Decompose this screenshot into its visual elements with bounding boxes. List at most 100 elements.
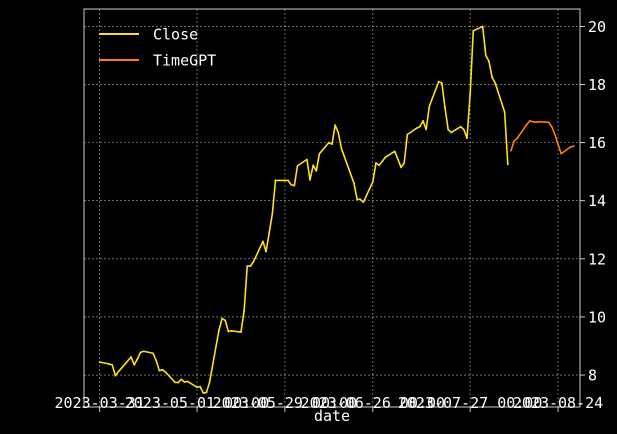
data-point-close <box>472 30 474 32</box>
data-point-close <box>438 81 440 83</box>
data-point-close <box>130 356 132 358</box>
data-point-close <box>196 386 198 388</box>
legend-label-timegpt: TimeGPT <box>153 52 216 70</box>
data-point-close <box>265 251 267 253</box>
data-point-close <box>312 164 314 166</box>
data-point-close <box>482 26 484 28</box>
data-point-close <box>331 143 333 145</box>
data-point-close <box>403 162 405 164</box>
data-point-close <box>209 381 211 383</box>
data-point-timegpt <box>510 150 512 152</box>
x-tick-label: 2023-08-24 <box>513 394 603 412</box>
data-point-close <box>334 124 336 126</box>
data-point-close <box>463 129 465 131</box>
data-point-close <box>231 330 233 332</box>
data-point-close <box>381 161 383 163</box>
data-point-close <box>99 361 101 363</box>
data-point-close <box>268 232 270 234</box>
data-point-close <box>249 265 251 267</box>
y-tick-label: 20 <box>588 18 606 36</box>
data-point-close <box>485 55 487 57</box>
data-point-close <box>184 381 186 383</box>
data-point-close <box>450 132 452 134</box>
data-point-close <box>297 165 299 167</box>
data-point-close <box>224 320 226 322</box>
data-point-close <box>416 127 418 129</box>
data-point-close <box>228 331 230 333</box>
data-point-close <box>118 371 120 373</box>
data-point-close <box>359 198 361 200</box>
data-point-close <box>218 329 220 331</box>
data-point-close <box>271 213 273 215</box>
data-point-timegpt <box>554 134 556 136</box>
data-point-close <box>406 134 408 136</box>
data-point-timegpt <box>548 121 550 123</box>
data-point-close <box>155 360 157 362</box>
data-point-close <box>152 352 154 354</box>
data-point-close <box>469 94 471 96</box>
data-point-timegpt <box>513 140 515 142</box>
data-point-close <box>108 363 110 365</box>
data-point-timegpt <box>529 120 531 122</box>
data-point-close <box>315 170 317 172</box>
data-point-close <box>425 129 427 131</box>
data-point-close <box>143 350 145 352</box>
x-axis-label: date <box>314 407 350 425</box>
data-point-close <box>422 120 424 122</box>
y-tick-label: 14 <box>588 192 606 210</box>
data-point-close <box>488 60 490 62</box>
data-point-timegpt <box>551 126 553 128</box>
data-point-close <box>221 317 223 319</box>
data-point-close <box>356 198 358 200</box>
data-point-close <box>353 182 355 184</box>
data-point-close <box>378 164 380 166</box>
data-point-close <box>275 180 277 182</box>
data-point-close <box>494 82 496 84</box>
data-point-close <box>240 331 242 333</box>
data-point-close <box>180 379 182 381</box>
data-point-close <box>341 148 343 150</box>
data-point-close <box>337 132 339 134</box>
data-point-close <box>319 153 321 155</box>
data-point-close <box>444 107 446 109</box>
y-tick-label: 8 <box>588 367 597 385</box>
data-point-close <box>136 358 138 360</box>
y-tick-label: 10 <box>588 308 606 326</box>
data-point-close <box>375 162 377 164</box>
data-point-close <box>177 382 179 384</box>
data-point-close <box>441 82 443 84</box>
data-point-close <box>293 185 295 187</box>
data-point-close <box>309 179 311 181</box>
data-point-close <box>507 164 509 166</box>
data-point-timegpt <box>538 121 540 123</box>
data-point-close <box>199 386 201 388</box>
data-point-close <box>165 371 167 373</box>
data-point-timegpt <box>532 121 534 123</box>
data-point-close <box>290 184 292 186</box>
data-point-close <box>419 126 421 128</box>
data-point-timegpt <box>570 146 572 148</box>
data-point-close <box>447 129 449 131</box>
data-point-close <box>372 181 374 183</box>
data-point-close <box>466 137 468 139</box>
data-point-close <box>174 381 176 383</box>
data-point-close <box>133 364 135 366</box>
data-point-timegpt <box>560 153 562 155</box>
data-point-close <box>140 351 142 353</box>
data-point-close <box>262 241 264 243</box>
data-point-close <box>287 180 289 182</box>
data-point-close <box>111 364 113 366</box>
y-tick-label: 12 <box>588 250 606 268</box>
data-point-close <box>460 126 462 128</box>
data-point-timegpt <box>535 121 537 123</box>
data-point-timegpt <box>573 145 575 147</box>
data-point-close <box>246 265 248 267</box>
data-point-close <box>243 310 245 312</box>
data-point-timegpt <box>557 143 559 145</box>
data-point-close <box>253 261 255 263</box>
data-point-close <box>428 105 430 107</box>
y-tick-label: 16 <box>588 134 606 152</box>
data-point-close <box>328 142 330 144</box>
